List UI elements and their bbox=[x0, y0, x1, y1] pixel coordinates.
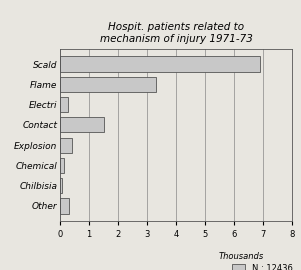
Bar bbox=[60, 77, 156, 92]
Bar bbox=[60, 56, 260, 72]
Text: Thousands: Thousands bbox=[218, 252, 264, 261]
Title: Hospit. patients related to
mechanism of injury 1971-73: Hospit. patients related to mechanism of… bbox=[100, 22, 253, 44]
Bar bbox=[60, 198, 70, 214]
Bar bbox=[60, 137, 72, 153]
Bar bbox=[60, 178, 62, 193]
Legend: N : 12436: N : 12436 bbox=[232, 264, 293, 270]
Bar bbox=[60, 117, 104, 133]
Bar bbox=[60, 158, 64, 173]
Bar bbox=[60, 97, 68, 112]
